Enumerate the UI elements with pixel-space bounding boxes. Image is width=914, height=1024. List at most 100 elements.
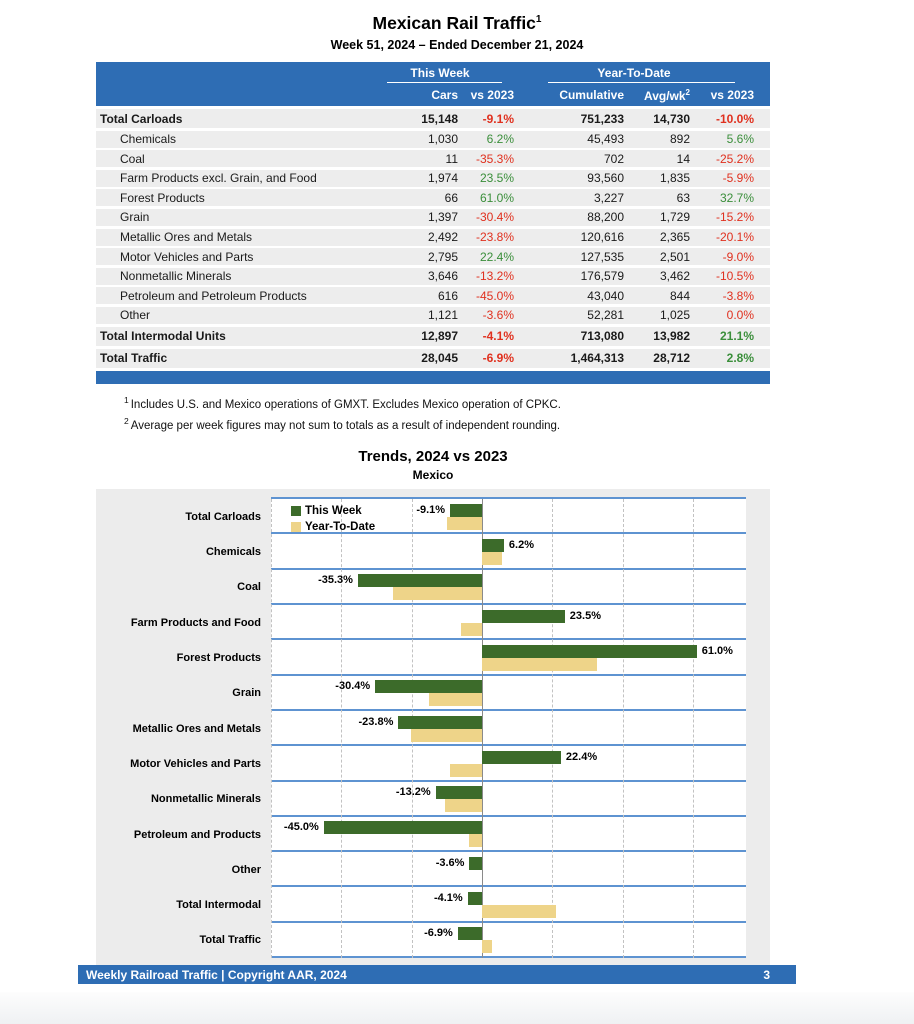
bar-value-label: -45.0% <box>283 821 319 834</box>
avg-per-week-value: 28,712 <box>653 351 690 366</box>
avg-per-week-value: 2,365 <box>659 230 690 245</box>
cars-value: 2,795 <box>427 249 458 264</box>
cumulative-value: 751,233 <box>580 111 624 126</box>
year-to-date-swatch-icon <box>291 522 301 533</box>
cars-value: 15,148 <box>421 111 458 126</box>
avg-per-week-value: 1,835 <box>659 171 690 186</box>
table-row: Total Carloads 15,148 -9.1% 751,233 14,730 -1… <box>96 109 770 128</box>
cumulative-value: 1,464,313 <box>570 351 624 366</box>
bar-value-label: 22.4% <box>565 750 598 763</box>
page-bottom-edge <box>0 992 914 1024</box>
category-label: Nonmetallic Minerals <box>150 793 261 806</box>
plot-panel: This Week Year-To-Date -9.1% 6.2% -35.3% 23… <box>271 497 746 959</box>
bar-value-label: 23.5% <box>569 609 601 622</box>
traffic-table: This Week Year-To-Date Cars vs 2023 Cumu… <box>96 62 770 384</box>
avg-per-week-value: 892 <box>669 132 690 147</box>
year-to-date-bar <box>482 657 598 671</box>
table-header: This Week Year-To-Date Cars vs 2023 Cumu… <box>96 62 770 106</box>
footnote-2-marker: 2 <box>124 416 129 427</box>
cars-vs-2023-value: -3.6% <box>482 308 514 323</box>
cumulative-value: 176,579 <box>580 269 624 284</box>
category-label: Total Carloads <box>185 510 261 523</box>
zero-axis-line <box>482 499 484 959</box>
bar-value-label: -4.1% <box>433 892 463 905</box>
ytd-vs-2023-value: -15.2% <box>715 210 754 225</box>
chart-row: -6.9% <box>271 923 746 959</box>
this-week-bar <box>435 786 483 800</box>
table-row: Chemicals 1,030 6.2% 45,493 892 5.6% <box>96 130 770 148</box>
year-to-date-bar <box>482 905 557 919</box>
cumulative-value: 120,616 <box>580 230 624 245</box>
ytd-vs-2023-value: -10.0% <box>715 111 754 126</box>
column-header-avg-wk: Avg/wk2 <box>624 88 690 103</box>
cars-vs-2023-value: 23.5% <box>479 171 514 186</box>
page-footer: Weekly Railroad Traffic | Copyright AAR,… <box>78 965 796 984</box>
column-header-vs2023-ytd: vs 2023 <box>710 88 754 102</box>
this-week-bar <box>323 821 483 835</box>
category-label: Metallic Ores and Metals <box>132 722 261 735</box>
row-label: Petroleum and Petroleum Products <box>120 288 307 303</box>
avg-per-week-value: 2,501 <box>659 249 690 264</box>
table-row: Other 1,121 -3.6% 52,281 1,025 0.0% <box>96 306 770 324</box>
table-bottom-bar <box>96 370 770 384</box>
footnote-1: 1 Includes U.S. and Mexico operations of … <box>124 392 914 414</box>
row-label: Motor Vehicles and Parts <box>120 249 254 264</box>
table-row: Petroleum and Petroleum Products 616 -45.0… <box>96 287 770 305</box>
row-label: Total Traffic <box>100 351 168 366</box>
bar-value-label: -35.3% <box>318 574 353 587</box>
category-label: Total Intermodal <box>176 899 261 912</box>
ytd-vs-2023-value: -20.1% <box>715 230 754 245</box>
category-label: Chemicals <box>205 546 261 559</box>
avg-per-week-value: 14 <box>676 151 690 166</box>
row-label: Total Carloads <box>100 111 183 126</box>
avg-per-week-value: 1,729 <box>659 210 690 225</box>
ytd-vs-2023-value: 5.6% <box>726 132 754 147</box>
page-subtitle: Week 51, 2024 – Ended December 21, 2024 <box>330 38 584 52</box>
ytd-vs-2023-value: 2.8% <box>726 351 754 366</box>
report-header: Mexican Rail Traffic1 Week 51, 2024 – En… <box>0 0 914 52</box>
gridline <box>271 499 272 959</box>
group-header-this-week: This Week <box>366 62 514 84</box>
avg-per-week-value: 14,730 <box>653 111 690 126</box>
cumulative-value: 88,200 <box>587 210 624 225</box>
legend-label-this-week: This Week <box>305 505 362 518</box>
table-row: Motor Vehicles and Parts 2,795 22.4% 127,53… <box>96 248 770 266</box>
this-week-bar <box>398 715 483 729</box>
cars-value: 616 <box>437 288 458 303</box>
column-header-cars: Cars <box>431 88 458 102</box>
cars-value: 28,045 <box>421 351 458 366</box>
cars-value: 1,121 <box>427 308 458 323</box>
row-label: Chemicals <box>120 132 177 147</box>
table-column-header-row: Cars vs 2023 Cumulative Avg/wk2 vs 2023 <box>96 84 754 106</box>
footnote-2: 2 Average per week figures may not sum to… <box>124 413 914 435</box>
this-week-bar <box>467 892 483 906</box>
category-label: Forest Products <box>176 652 261 665</box>
cumulative-value: 702 <box>603 151 624 166</box>
cumulative-value: 127,535 <box>580 249 624 264</box>
avg-wk-footnote-marker: 2 <box>685 87 690 97</box>
avg-per-week-value: 1,025 <box>659 308 690 323</box>
cumulative-value: 45,493 <box>587 132 624 147</box>
cars-value: 66 <box>444 190 458 205</box>
cars-value: 1,030 <box>427 132 458 147</box>
ytd-vs-2023-value: 21.1% <box>719 329 754 344</box>
year-to-date-bar <box>468 834 483 848</box>
cars-vs-2023-value: -9.1% <box>482 111 514 126</box>
category-label: Grain <box>232 687 261 700</box>
trends-bar-chart: Total Carloads Chemicals Coal Farm Products… <box>96 489 770 984</box>
table-row: Grain 1,397 -30.4% 88,200 1,729 -15.2% <box>96 208 770 226</box>
legend-label-year-to-date: Year-To-Date <box>305 521 376 534</box>
chart-row: -13.2% <box>271 782 746 817</box>
year-to-date-bar <box>446 516 483 530</box>
chart-subtitle: Mexico <box>412 468 454 483</box>
category-label: Coal <box>237 581 261 594</box>
ytd-vs-2023-value: -9.0% <box>722 249 754 264</box>
bar-value-label: -3.6% <box>435 856 465 869</box>
title-footnote-marker: 1 <box>535 14 542 26</box>
bar-value-label: -23.8% <box>358 715 394 728</box>
category-label: Petroleum and Products <box>133 828 261 841</box>
this-week-bar <box>482 539 504 553</box>
bar-value-label: -9.1% <box>416 503 446 516</box>
year-to-date-bar <box>428 693 483 707</box>
